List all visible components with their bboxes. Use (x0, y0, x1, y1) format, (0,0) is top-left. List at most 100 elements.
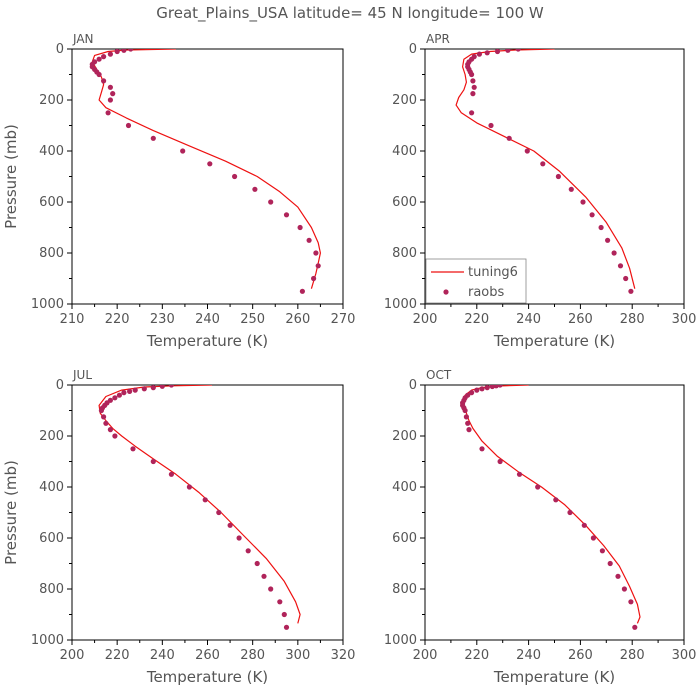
x-tick-label: 300 (672, 312, 697, 327)
data-point-raobs (159, 385, 165, 389)
data-point-raobs (553, 497, 559, 503)
data-point-raobs (484, 385, 490, 391)
series-line-tuning6 (91, 49, 321, 289)
data-point-raobs (474, 387, 480, 393)
x-tick-label: 280 (240, 648, 265, 663)
x-axis-label: Temperature (K) (146, 668, 268, 686)
x-tick-label: 300 (672, 648, 697, 663)
data-point-raobs (299, 288, 305, 294)
y-tick-label: 400 (392, 144, 417, 159)
y-tick-label: 400 (392, 480, 417, 495)
series-layer (460, 385, 641, 630)
data-point-raobs (462, 407, 468, 414)
data-point-raobs (628, 599, 634, 605)
data-point-raobs (112, 395, 118, 401)
x-tick-label: 250 (240, 312, 265, 327)
x-tick-label: 260 (285, 312, 310, 327)
data-point-raobs (254, 560, 260, 567)
data-point-raobs (306, 237, 312, 243)
data-point-raobs (617, 263, 624, 269)
data-point-raobs (283, 624, 290, 630)
data-point-raobs (283, 212, 290, 218)
data-point-raobs (497, 385, 503, 388)
panel-label: JAN (72, 32, 94, 46)
data-point-raobs (470, 91, 476, 97)
data-point-raobs (277, 599, 283, 605)
x-tick-label: 220 (105, 312, 130, 327)
data-point-raobs (489, 385, 495, 390)
y-tick-label: 200 (39, 93, 64, 108)
data-point-raobs (567, 509, 573, 516)
x-tick-label: 240 (516, 648, 541, 663)
legend-box (425, 258, 527, 304)
data-point-raobs (465, 420, 471, 426)
y-axis-label: Pressure (mb) (2, 460, 20, 565)
series-layer (455, 49, 636, 294)
y-tick-label: 800 (392, 246, 417, 261)
data-point-raobs (132, 387, 138, 393)
data-point-raobs (590, 535, 597, 541)
x-tick-label: 320 (331, 648, 356, 663)
x-tick-label: 260 (568, 648, 593, 663)
data-point-raobs (469, 71, 475, 78)
data-point-raobs (471, 84, 477, 90)
data-point-raobs (297, 224, 303, 231)
data-point-raobs (555, 173, 562, 180)
data-point-raobs (150, 135, 156, 141)
data-point-raobs (107, 427, 113, 433)
x-tick-label: 260 (195, 648, 220, 663)
x-tick-label: 240 (195, 312, 220, 327)
data-point-raobs (227, 522, 233, 528)
data-point-raobs (589, 212, 595, 218)
data-point-raobs (470, 78, 476, 84)
data-point-raobs (568, 186, 574, 192)
data-point-raobs (245, 548, 251, 554)
x-axis-label: Temperature (K) (493, 332, 615, 350)
data-point-raobs (484, 50, 490, 56)
data-point-raobs (107, 51, 113, 57)
y-tick-label: 800 (39, 582, 64, 597)
data-point-raobs (466, 427, 472, 433)
data-point-raobs (141, 386, 147, 392)
data-point-raobs (628, 288, 634, 294)
data-point-raobs (524, 148, 530, 154)
y-tick-label: 800 (39, 246, 64, 261)
data-point-raobs (623, 275, 629, 282)
data-point-raobs (506, 135, 512, 141)
data-point-raobs (186, 484, 192, 490)
panel-oct: 200 220 240 260 280 300 0 200 400 600 800 1000 OCT Te… (384, 368, 697, 686)
y-tick-label: 600 (39, 531, 64, 546)
data-point-raobs (615, 573, 621, 579)
data-point-raobs (96, 56, 102, 62)
data-point-raobs (110, 91, 116, 97)
legend: tuning6 raobs (425, 258, 527, 304)
data-point-raobs (599, 548, 606, 554)
panel-label: APR (426, 32, 450, 46)
y-tick-label: 400 (39, 144, 64, 159)
data-point-raobs (313, 250, 319, 256)
data-point-raobs (168, 385, 174, 388)
data-point-raobs (488, 122, 494, 129)
series-layer (89, 49, 321, 294)
y-tick-label: 400 (39, 480, 64, 495)
y-tick-label: 0 (409, 42, 417, 57)
series-layer (98, 385, 301, 630)
data-point-raobs (252, 186, 258, 192)
x-tick-label: 220 (464, 312, 489, 327)
series-line-tuning6 (98, 385, 301, 624)
data-point-raobs (493, 385, 499, 389)
y-axis-label: Pressure (mb) (2, 124, 20, 229)
x-tick-label: 240 (516, 312, 541, 327)
y-tick-label: 600 (392, 195, 417, 210)
data-point-raobs (105, 110, 111, 116)
plots-layer: 210 220 230 240 250 260 270 0 200 400 600 800 1000 JA… (2, 32, 696, 686)
data-point-raobs (479, 386, 485, 392)
y-tick-label: 200 (39, 429, 64, 444)
data-point-raobs (236, 535, 242, 541)
data-point-raobs (98, 407, 104, 414)
data-point-raobs (114, 49, 120, 55)
y-tick-label: 1000 (31, 297, 64, 312)
data-point-raobs (130, 446, 136, 452)
data-point-raobs (505, 49, 511, 53)
